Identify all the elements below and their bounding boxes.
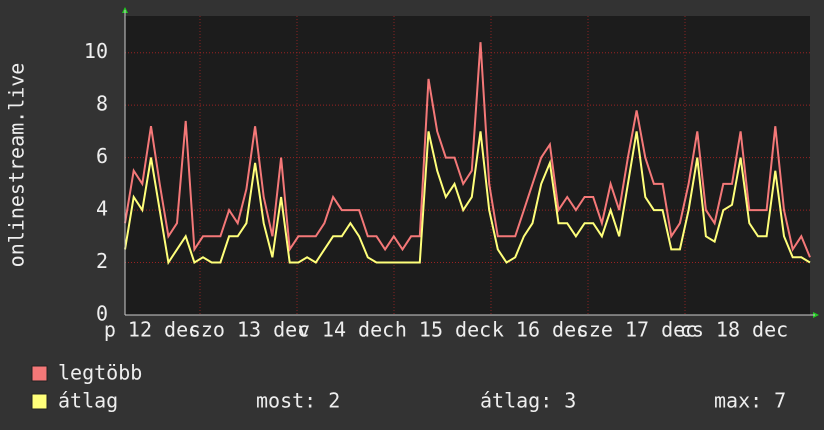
y-tick-label: 6 (96, 144, 108, 168)
y-tick-label: 8 (96, 92, 108, 116)
series-line (124, 131, 811, 266)
stat-value: 7 (774, 389, 786, 413)
x-tick-label: v 14 dec (298, 318, 394, 342)
stat-label: átlag: (480, 389, 552, 413)
stat-value: 3 (564, 389, 576, 413)
x-arrow (813, 312, 819, 318)
legend-swatch (31, 393, 48, 410)
plot-area (125, 16, 810, 315)
y-tick-label: 0 (96, 302, 108, 326)
x-tick-label: k 16 dec (492, 318, 588, 342)
x-tick-label: szo 13 dec (189, 318, 309, 342)
x-tick-label: cs 18 dec (680, 318, 788, 342)
y-tick-label: 2 (96, 249, 108, 273)
x-tick-label: sze 17 dec (577, 318, 697, 342)
x-tick-label: h 15 dec (395, 318, 491, 342)
legend-label: legtöbb (58, 361, 142, 385)
y-tick-label: 10 (84, 39, 108, 63)
legend-swatch (31, 365, 48, 382)
y-axis-label: onlinestream.live (5, 63, 29, 268)
stat-label: max: (714, 389, 762, 413)
y-tick-label: 4 (96, 197, 108, 221)
legend-label: átlag (58, 389, 118, 413)
stat-label: most: (256, 389, 316, 413)
stat-value: 2 (328, 389, 340, 413)
series-line (124, 42, 811, 258)
x-tick-label: p 12 dec (104, 318, 200, 342)
